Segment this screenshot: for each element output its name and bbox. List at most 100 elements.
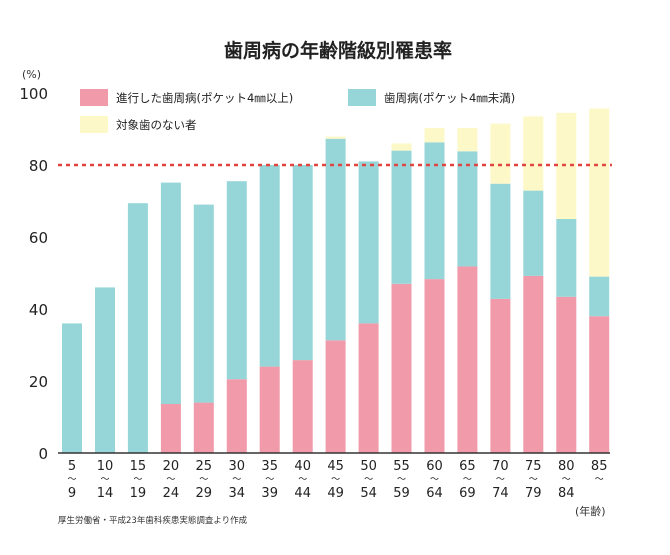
x-tick-label-end: 39 <box>261 486 278 501</box>
x-tick-label-end: 19 <box>130 486 147 501</box>
legend-label-1: 歯周病(ポケット4㎜未満) <box>384 91 515 105</box>
x-tick-label-end: 69 <box>459 486 476 501</box>
bar-segment-series1-cat14 <box>523 190 544 276</box>
y-tick-label: 100 <box>19 85 48 103</box>
bar-segment-series1-cat11 <box>424 142 445 280</box>
bar-segment-series2-cat11 <box>424 127 445 143</box>
x-tick-label-start: 35 <box>261 459 278 474</box>
x-tick-label-start: 70 <box>492 459 509 474</box>
bar-segment-series1-cat3 <box>160 182 181 404</box>
x-tick-label-start: 25 <box>196 459 213 474</box>
x-tick-label-end: 79 <box>525 486 542 501</box>
y-tick-labels: 0 20 40 60 80 100 <box>19 85 48 463</box>
bar-segment-series1-cat13 <box>490 183 511 299</box>
x-tick-label-start: 5 <box>68 459 76 474</box>
bar-segment-series0-cat12 <box>457 266 478 453</box>
x-tick-label-tilde: 〜 <box>529 475 538 485</box>
bar-segment-series1-cat8 <box>325 138 346 341</box>
x-tick-label-end: 44 <box>294 486 311 501</box>
bar-segment-series1-cat2 <box>127 203 148 453</box>
bar-segment-series0-cat4 <box>193 402 214 453</box>
bar-segment-series1-cat5 <box>226 181 247 380</box>
legend-swatch-2 <box>80 116 108 133</box>
x-tick-label-tilde: 〜 <box>67 475 76 485</box>
x-tick-label-start: 85 <box>591 459 608 474</box>
x-tick-label-start: 60 <box>426 459 443 474</box>
legend-swatch-1 <box>348 89 376 106</box>
y-axis-unit: (%) <box>22 68 41 81</box>
x-tick-label-tilde: 〜 <box>496 475 505 485</box>
source-note: 厚生労働省・平成23年歯科疾患実態調査より作成 <box>58 515 248 526</box>
x-tick-label-start: 50 <box>360 459 377 474</box>
x-tick-label-end: 54 <box>360 486 377 501</box>
bar-segment-series0-cat11 <box>424 279 445 453</box>
bar-segment-series0-cat6 <box>259 366 280 453</box>
legend-swatch-0 <box>80 89 108 106</box>
x-tick-label-tilde: 〜 <box>199 475 208 485</box>
bar-segment-series0-cat15 <box>556 296 577 453</box>
x-tick-label-tilde: 〜 <box>265 475 274 485</box>
bar-segment-series0-cat9 <box>358 323 379 453</box>
x-tick-label-tilde: 〜 <box>133 475 142 485</box>
bar-segment-series1-cat7 <box>292 165 313 361</box>
x-tick-label-tilde: 〜 <box>331 475 340 485</box>
bar-segment-series2-cat16 <box>589 108 610 277</box>
x-tick-label-start: 15 <box>130 459 147 474</box>
x-tick-label-end: 84 <box>558 486 575 501</box>
y-tick-label: 0 <box>38 445 48 463</box>
x-tick-label-tilde: 〜 <box>232 475 241 485</box>
bar-segment-series1-cat6 <box>259 165 280 367</box>
x-tick-label-end: 74 <box>492 486 509 501</box>
x-tick-label-tilde: 〜 <box>166 475 175 485</box>
bar-segment-series2-cat12 <box>457 127 478 152</box>
chart-title: 歯周病の年齢階級別罹患率 <box>224 39 452 62</box>
x-tick-label-start: 10 <box>97 459 114 474</box>
x-tick-label-start: 80 <box>558 459 575 474</box>
y-tick-label: 20 <box>29 373 48 391</box>
x-axis-unit: (年齢) <box>575 504 606 518</box>
bar-segment-series2-cat15 <box>556 112 577 219</box>
bar-segment-series0-cat10 <box>391 283 412 453</box>
bars-group <box>62 108 610 453</box>
bar-segment-series1-cat10 <box>391 150 412 284</box>
legend-label-0: 進行した歯周病(ポケット4㎜以上) <box>116 91 293 105</box>
x-tick-label-end: 59 <box>393 486 410 501</box>
x-tick-label-tilde: 〜 <box>364 475 373 485</box>
x-tick-label-start: 30 <box>229 459 246 474</box>
x-tick-label-end: 49 <box>327 486 344 501</box>
y-tick-label: 60 <box>29 229 48 247</box>
x-tick-label-end: 64 <box>426 486 443 501</box>
x-tick-label-tilde: 〜 <box>595 475 604 485</box>
legend: 進行した歯周病(ポケット4㎜以上) 歯周病(ポケット4㎜未満) 対象歯のない者 <box>80 89 515 133</box>
bar-segment-series0-cat8 <box>325 340 346 453</box>
y-tick-label: 40 <box>29 301 48 319</box>
x-tick-label-start: 20 <box>163 459 180 474</box>
x-tick-label-tilde: 〜 <box>397 475 406 485</box>
bar-segment-series1-cat15 <box>556 219 577 297</box>
x-tick-label-start: 40 <box>294 459 311 474</box>
bar-segment-series2-cat14 <box>523 116 544 191</box>
bar-segment-series1-cat16 <box>589 276 610 317</box>
bar-segment-series0-cat3 <box>160 404 181 453</box>
x-tick-label-start: 75 <box>525 459 542 474</box>
x-tick-label-tilde: 〜 <box>298 475 307 485</box>
legend-label-2: 対象歯のない者 <box>116 118 197 132</box>
x-tick-label-end: 14 <box>97 486 114 501</box>
bar-segment-series1-cat0 <box>62 323 82 453</box>
bar-segment-series2-cat8 <box>325 136 346 139</box>
x-tick-label-end: 24 <box>163 486 180 501</box>
x-tick-label-end: 9 <box>68 486 76 501</box>
x-tick-label-end: 29 <box>196 486 213 501</box>
bar-segment-series2-cat10 <box>391 143 412 151</box>
x-tick-labels: 5〜910〜1415〜1920〜2425〜2930〜3435〜3940〜4445… <box>67 459 607 501</box>
x-tick-label-start: 45 <box>327 459 344 474</box>
x-tick-label-end: 34 <box>229 486 246 501</box>
bar-segment-series0-cat7 <box>292 360 313 453</box>
x-tick-label-start: 55 <box>393 459 410 474</box>
bar-segment-series0-cat13 <box>490 298 511 453</box>
bar-segment-series2-cat13 <box>490 123 511 184</box>
bar-segment-series1-cat1 <box>95 287 115 453</box>
bar-segment-series1-cat4 <box>193 204 214 403</box>
bar-segment-series1-cat9 <box>358 161 379 324</box>
